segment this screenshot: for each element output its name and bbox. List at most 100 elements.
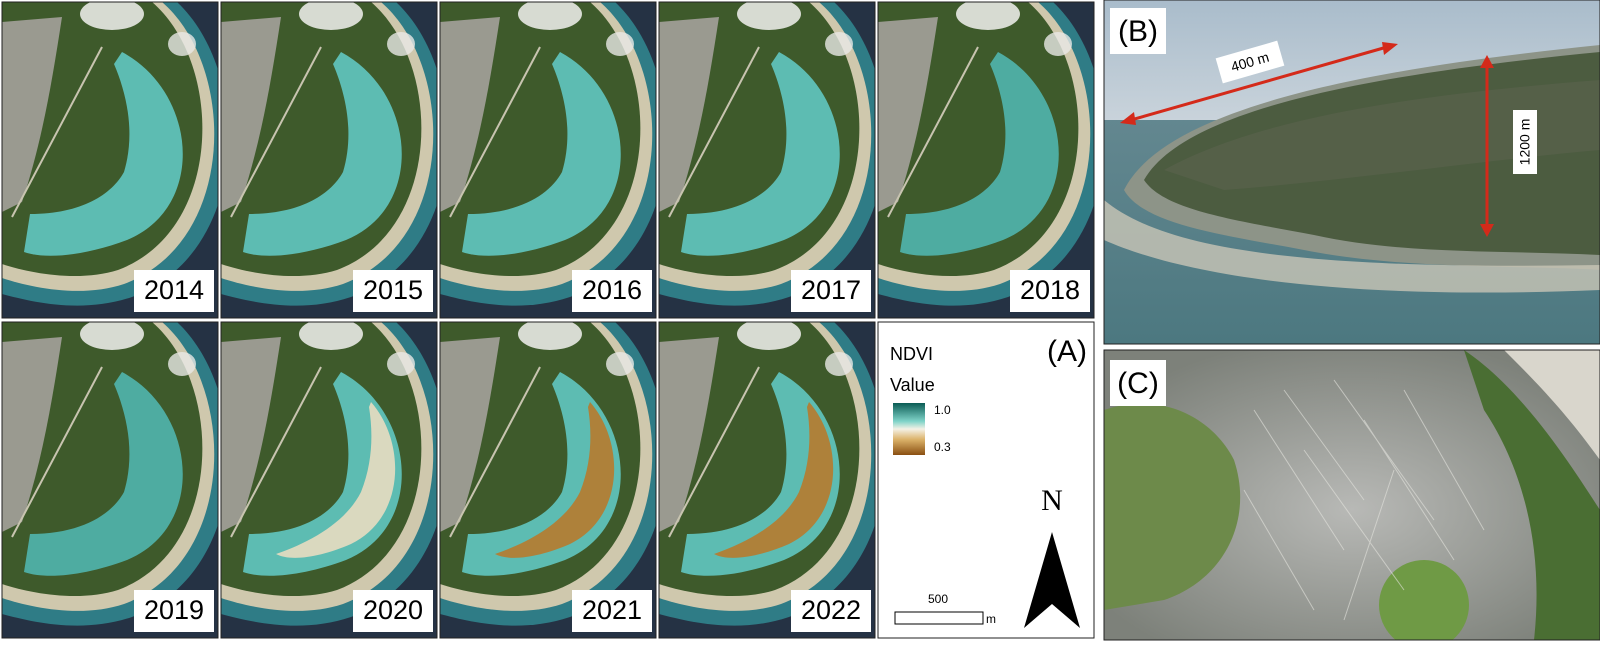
ndvi-low xyxy=(495,402,615,558)
label-box xyxy=(572,270,652,312)
road xyxy=(887,46,979,218)
road xyxy=(230,46,322,218)
label-box xyxy=(353,270,433,312)
ndvi-band xyxy=(24,52,183,256)
north-label: N xyxy=(1041,484,1063,517)
tile-frame xyxy=(220,1,438,319)
town xyxy=(440,17,500,212)
map-tile: 2021 xyxy=(440,322,656,638)
legend-min: 0.3 xyxy=(934,440,951,454)
panel-label: (B) xyxy=(1118,15,1158,48)
label-box xyxy=(134,590,214,632)
town xyxy=(878,17,938,212)
map-tile: 2022 xyxy=(659,322,875,638)
photo-c: (C) xyxy=(1103,349,1600,641)
label-box xyxy=(1215,40,1285,84)
road xyxy=(11,46,103,218)
town xyxy=(2,17,62,212)
road xyxy=(449,46,541,218)
label-box xyxy=(1010,270,1090,312)
tile-frame xyxy=(439,1,657,319)
ndvi-band xyxy=(681,52,840,256)
width-arrow xyxy=(1123,43,1395,124)
year-label: 2021 xyxy=(582,595,642,625)
year-label: 2020 xyxy=(363,595,423,625)
map-tile: 2016 xyxy=(440,2,656,318)
map-tile: 2017 xyxy=(659,2,875,318)
cloud xyxy=(80,2,144,30)
tile-frame xyxy=(220,321,438,639)
label-box xyxy=(791,590,871,632)
cloud xyxy=(518,322,582,350)
label-box xyxy=(572,590,652,632)
north-arrow xyxy=(1024,532,1080,628)
year-label: 2017 xyxy=(801,275,861,305)
tile-frame xyxy=(439,321,657,639)
tile-frame xyxy=(1,1,219,319)
label-box xyxy=(1110,8,1166,54)
ndvi-band xyxy=(24,372,183,576)
cloud xyxy=(387,352,415,376)
legend-panel: NDVI Value 1.0 0.3 (A) N 500 m xyxy=(877,321,1095,639)
cloud xyxy=(299,322,363,350)
cloud xyxy=(387,32,415,56)
tile-frame xyxy=(658,321,876,639)
cloud xyxy=(956,2,1020,30)
height-label: 1200 m xyxy=(1517,119,1533,166)
scale-unit: m xyxy=(986,612,996,626)
year-label: 2016 xyxy=(582,275,642,305)
road xyxy=(668,46,760,218)
year-label: 2014 xyxy=(144,275,204,305)
cloud xyxy=(80,322,144,350)
cloud xyxy=(1044,32,1072,56)
map-tile: 2020 xyxy=(221,322,437,638)
legend-title: NDVI xyxy=(890,344,933,364)
tile-frame xyxy=(658,1,876,319)
town xyxy=(221,337,281,532)
ndvi-band xyxy=(462,52,621,256)
scale-bar xyxy=(894,611,984,625)
legend-ramp xyxy=(893,403,925,455)
map-tile: 2019 xyxy=(2,322,218,638)
cloud xyxy=(168,32,196,56)
label-box xyxy=(353,590,433,632)
road xyxy=(449,366,541,538)
year-label: 2018 xyxy=(1020,275,1080,305)
tile-frame xyxy=(877,1,1095,319)
tile-frame xyxy=(1,321,219,639)
town xyxy=(659,17,719,212)
map-tile: 2018 xyxy=(878,2,1094,318)
road xyxy=(230,366,322,538)
cloud xyxy=(518,2,582,30)
year-label: 2022 xyxy=(801,595,861,625)
label-box xyxy=(134,270,214,312)
map-tile: 2014 xyxy=(2,2,218,318)
ndvi-band xyxy=(243,52,402,256)
cloud xyxy=(606,352,634,376)
year-label: 2019 xyxy=(144,595,204,625)
label-box xyxy=(1513,110,1537,174)
ndvi-low xyxy=(714,402,834,558)
label-box xyxy=(1110,360,1166,406)
label-box xyxy=(791,270,871,312)
ndvi-low xyxy=(276,402,396,558)
cloud xyxy=(606,32,634,56)
town xyxy=(440,337,500,532)
ndvi-map-grid: 2014 2015 2016 2017 2018 2019 2020 2021 2022 xyxy=(1,1,1095,639)
cloud xyxy=(825,32,853,56)
town xyxy=(2,337,62,532)
scale-length: 500 xyxy=(928,592,948,606)
road xyxy=(668,366,760,538)
cloud xyxy=(168,352,196,376)
ndvi-band xyxy=(900,52,1059,256)
town xyxy=(221,17,281,212)
town xyxy=(659,337,719,532)
panel-label: (A) xyxy=(1047,335,1087,368)
map-tile: 2015 xyxy=(221,2,437,318)
year-label: 2015 xyxy=(363,275,423,305)
cloud xyxy=(737,322,801,350)
cloud xyxy=(825,352,853,376)
road xyxy=(11,366,103,538)
legend-max: 1.0 xyxy=(934,403,951,417)
